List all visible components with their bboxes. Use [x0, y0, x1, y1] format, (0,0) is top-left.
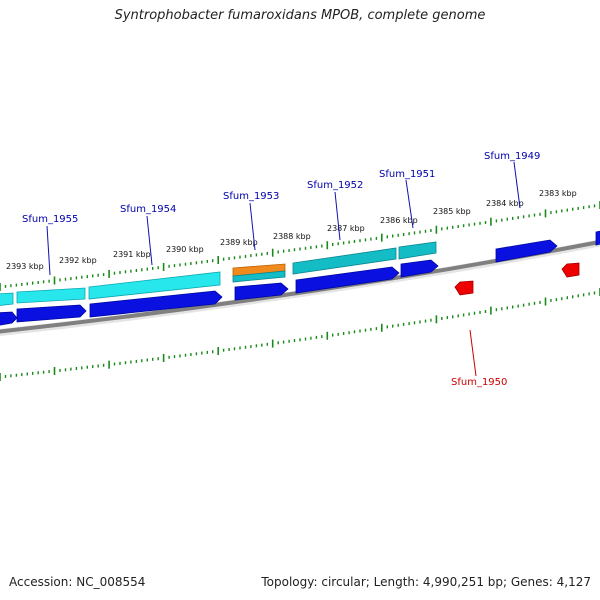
reverse-strand-genes: [454, 262, 580, 296]
cds-feature[interactable]: [232, 270, 286, 283]
cds-feature[interactable]: [0, 292, 14, 306]
scale-label-2389: 2389 kbp: [220, 238, 258, 247]
scale-label-2384: 2384 kbp: [486, 199, 524, 208]
scale-label-2390: 2390 kbp: [166, 245, 204, 254]
gene-label-sfum-1953[interactable]: Sfum_1953: [223, 191, 279, 202]
gene-arrow-sfum-1954[interactable]: [89, 290, 223, 318]
gene-arrow[interactable]: [595, 230, 600, 246]
gene-arrow-sfum-1950[interactable]: [454, 280, 474, 296]
gene-arrow-sfum-1955[interactable]: [16, 304, 87, 323]
genome-summary: Topology: circular; Length: 4,990,251 bp…: [261, 575, 591, 589]
gene-arrow-sfum-1949[interactable]: [495, 239, 558, 263]
gene-arrow[interactable]: [0, 311, 18, 326]
cds-feature[interactable]: [292, 247, 397, 275]
outer-scale-ticks: [0, 201, 600, 291]
scale-label-2386: 2386 kbp: [380, 216, 418, 225]
inner-scale-ticks: [0, 288, 600, 381]
scale-label-2391: 2391 kbp: [113, 250, 151, 259]
label-leaders: [46, 161, 521, 377]
gene-label-sfum-1950[interactable]: Sfum_1950: [451, 377, 507, 388]
scale-label-2387: 2387 kbp: [327, 224, 365, 233]
cds-feature[interactable]: [398, 241, 437, 260]
gene-arrow-sfum-1953[interactable]: [234, 282, 289, 301]
scale-label-2385: 2385 kbp: [433, 207, 471, 216]
cds-track: [0, 241, 437, 306]
gene-arrow-sfum-1952[interactable]: [295, 266, 400, 294]
scale-label-2392: 2392 kbp: [59, 256, 97, 265]
gene-label-sfum-1955[interactable]: Sfum_1955: [22, 214, 78, 225]
gene-label-sfum-1949[interactable]: Sfum_1949: [484, 151, 540, 162]
cds-feature[interactable]: [88, 271, 221, 300]
accession-label: Accession: NC_008554: [9, 575, 146, 589]
gene-label-sfum-1954[interactable]: Sfum_1954: [120, 204, 176, 215]
scale-label-2383: 2383 kbp: [539, 189, 577, 198]
gene-arrow-sfum-1951[interactable]: [400, 259, 439, 278]
scale-label-2393: 2393 kbp: [6, 262, 44, 271]
cds-feature[interactable]: [16, 287, 86, 304]
map-title: Syntrophobacter fumaroxidans MPOB, compl…: [114, 8, 486, 23]
gene-label-sfum-1952[interactable]: Sfum_1952: [307, 180, 363, 191]
gene-label-sfum-1951[interactable]: Sfum_1951: [379, 169, 435, 180]
forward-strand-genes: [0, 230, 600, 326]
gene-arrow[interactable]: [561, 262, 580, 278]
scale-label-2388: 2388 kbp: [273, 232, 311, 241]
